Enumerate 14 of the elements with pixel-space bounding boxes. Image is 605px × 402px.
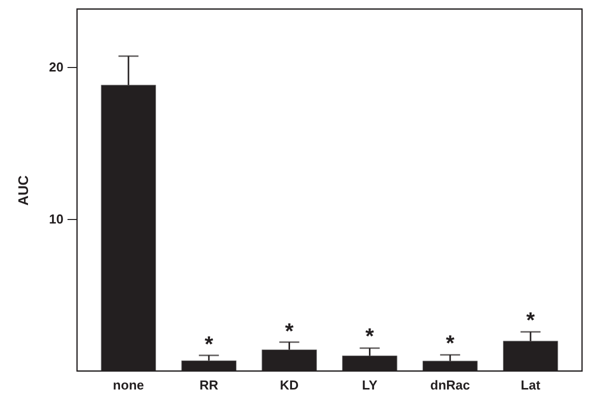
annotation: * [446, 330, 455, 356]
x-tick-label: dnRac [430, 378, 470, 392]
x-tick-label: Lat [520, 378, 541, 392]
annotation: * [204, 331, 214, 356]
y-axis-title: AUC [15, 175, 32, 206]
x-tick-label: RR [199, 378, 219, 392]
annotation: * [365, 324, 374, 349]
x-tick-label: KD [280, 378, 299, 392]
annotation: * [285, 318, 294, 344]
y-tick-label: 20 [49, 59, 64, 74]
annotation: * [526, 308, 536, 333]
y-tick-label: 10 [49, 211, 64, 226]
x-tick-label: none [112, 378, 144, 392]
x-tick-label: LY [362, 378, 378, 392]
